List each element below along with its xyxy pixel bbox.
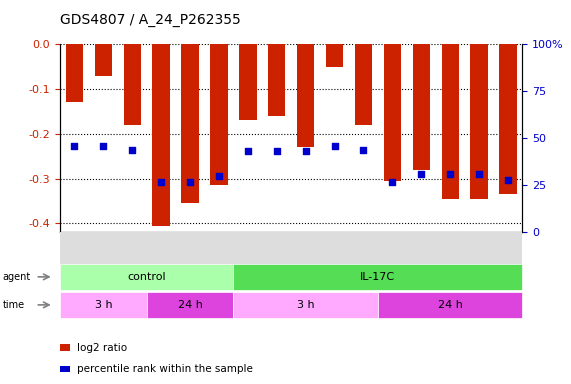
- Text: control: control: [127, 272, 166, 282]
- Text: log2 ratio: log2 ratio: [77, 343, 127, 353]
- Point: [128, 146, 137, 152]
- Text: agent: agent: [3, 272, 31, 282]
- Point: [272, 148, 282, 154]
- Bar: [268, 44, 286, 116]
- Point: [301, 148, 310, 154]
- Point: [359, 146, 368, 152]
- Point: [504, 177, 513, 183]
- Text: time: time: [3, 300, 25, 310]
- Point: [99, 143, 108, 149]
- Bar: [471, 44, 488, 199]
- Bar: [384, 44, 401, 181]
- Bar: [297, 44, 315, 147]
- Bar: [239, 44, 256, 120]
- Bar: [441, 44, 459, 199]
- Point: [417, 171, 426, 177]
- Text: GDS4807 / A_24_P262355: GDS4807 / A_24_P262355: [60, 13, 241, 27]
- Point: [330, 143, 339, 149]
- Text: 3 h: 3 h: [297, 300, 315, 310]
- Text: 24 h: 24 h: [178, 300, 203, 310]
- Text: 24 h: 24 h: [438, 300, 463, 310]
- Bar: [326, 44, 343, 66]
- Point: [445, 171, 455, 177]
- Bar: [355, 44, 372, 125]
- Bar: [95, 44, 112, 76]
- Point: [156, 179, 166, 185]
- Point: [475, 171, 484, 177]
- Point: [186, 179, 195, 185]
- Point: [388, 179, 397, 185]
- Point: [214, 173, 223, 179]
- Bar: [182, 44, 199, 203]
- Text: percentile rank within the sample: percentile rank within the sample: [77, 364, 253, 374]
- Bar: [123, 44, 141, 125]
- Bar: [66, 44, 83, 103]
- Bar: [210, 44, 228, 185]
- Text: IL-17C: IL-17C: [360, 272, 396, 282]
- Point: [70, 143, 79, 149]
- Text: 3 h: 3 h: [95, 300, 112, 310]
- Bar: [499, 44, 517, 194]
- Bar: [152, 44, 170, 226]
- Point: [243, 148, 252, 154]
- Bar: [413, 44, 430, 170]
